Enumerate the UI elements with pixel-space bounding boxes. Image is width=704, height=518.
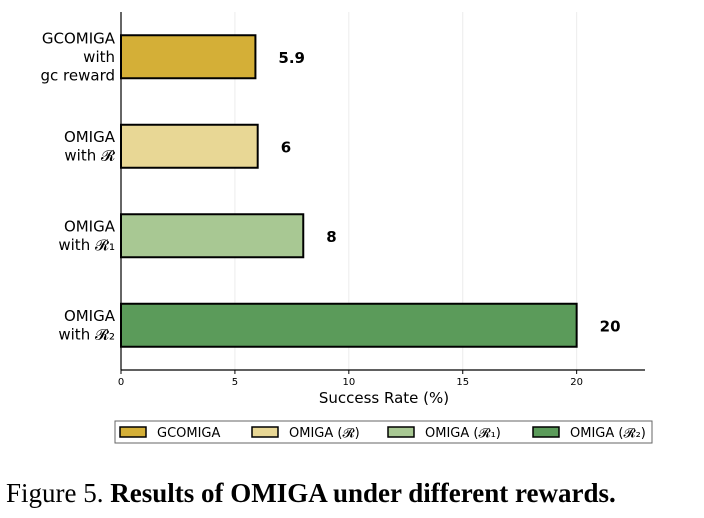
x-tick-label: 20 xyxy=(570,377,583,388)
legend-box xyxy=(114,420,653,444)
x-tick-label: 0 xyxy=(118,377,124,388)
category-label-line: with xyxy=(83,48,115,66)
legend-label: OMIGA (𝓡) xyxy=(289,426,360,441)
category-label-line: OMIGA xyxy=(64,128,116,146)
legend-label: OMIGA (𝓡₂) xyxy=(570,426,646,441)
x-tick-label: 5 xyxy=(232,377,238,388)
category-label-line: OMIGA xyxy=(64,307,116,325)
value-labels: 5.9 6 8 20 xyxy=(278,49,620,336)
caption-prefix: Figure 5. xyxy=(6,478,104,508)
legend-swatch xyxy=(532,426,560,438)
axes xyxy=(120,12,645,371)
category-label: OMIGA with 𝓡₂ xyxy=(58,307,115,344)
legend-swatch xyxy=(119,426,147,438)
caption-text: Results of OMIGA under different rewards… xyxy=(110,478,616,508)
legend-label: GCOMIGA xyxy=(157,426,221,441)
legend-swatch xyxy=(251,426,279,438)
category-label-line: with 𝓡₂ xyxy=(58,326,115,344)
category-label-line: GCOMIGA xyxy=(42,29,116,47)
bar xyxy=(120,302,578,348)
category-label: OMIGA with 𝓡₁ xyxy=(58,218,115,255)
x-tick-label: 10 xyxy=(342,377,355,388)
category-label-line: gc reward xyxy=(41,66,116,84)
category-label-line: with 𝓡 xyxy=(64,147,116,165)
bar xyxy=(120,123,259,169)
category-label: OMIGA with 𝓡 xyxy=(64,128,116,165)
legend: GCOMIGA OMIGA (𝓡) OMIGA (𝓡₁) OMIGA (𝓡₂) xyxy=(114,420,653,444)
figure-caption: Figure 5. Results of OMIGA under differe… xyxy=(6,478,704,509)
x-axis-label: Success Rate (%) xyxy=(319,389,449,407)
legend-swatch xyxy=(387,426,415,438)
value-label: 8 xyxy=(326,228,336,246)
category-label-line: with 𝓡₁ xyxy=(58,236,115,254)
value-label: 5.9 xyxy=(278,49,305,67)
bar xyxy=(120,213,305,259)
x-tick-labels: 0 5 10 15 20 xyxy=(118,370,583,388)
x-tick-label: 15 xyxy=(456,377,469,388)
value-label: 20 xyxy=(600,317,621,335)
value-label: 6 xyxy=(281,138,291,156)
category-label-line: OMIGA xyxy=(64,218,116,236)
bar xyxy=(120,34,257,80)
legend-label: OMIGA (𝓡₁) xyxy=(425,426,501,441)
category-label: GCOMIGA with gc reward xyxy=(41,29,116,84)
